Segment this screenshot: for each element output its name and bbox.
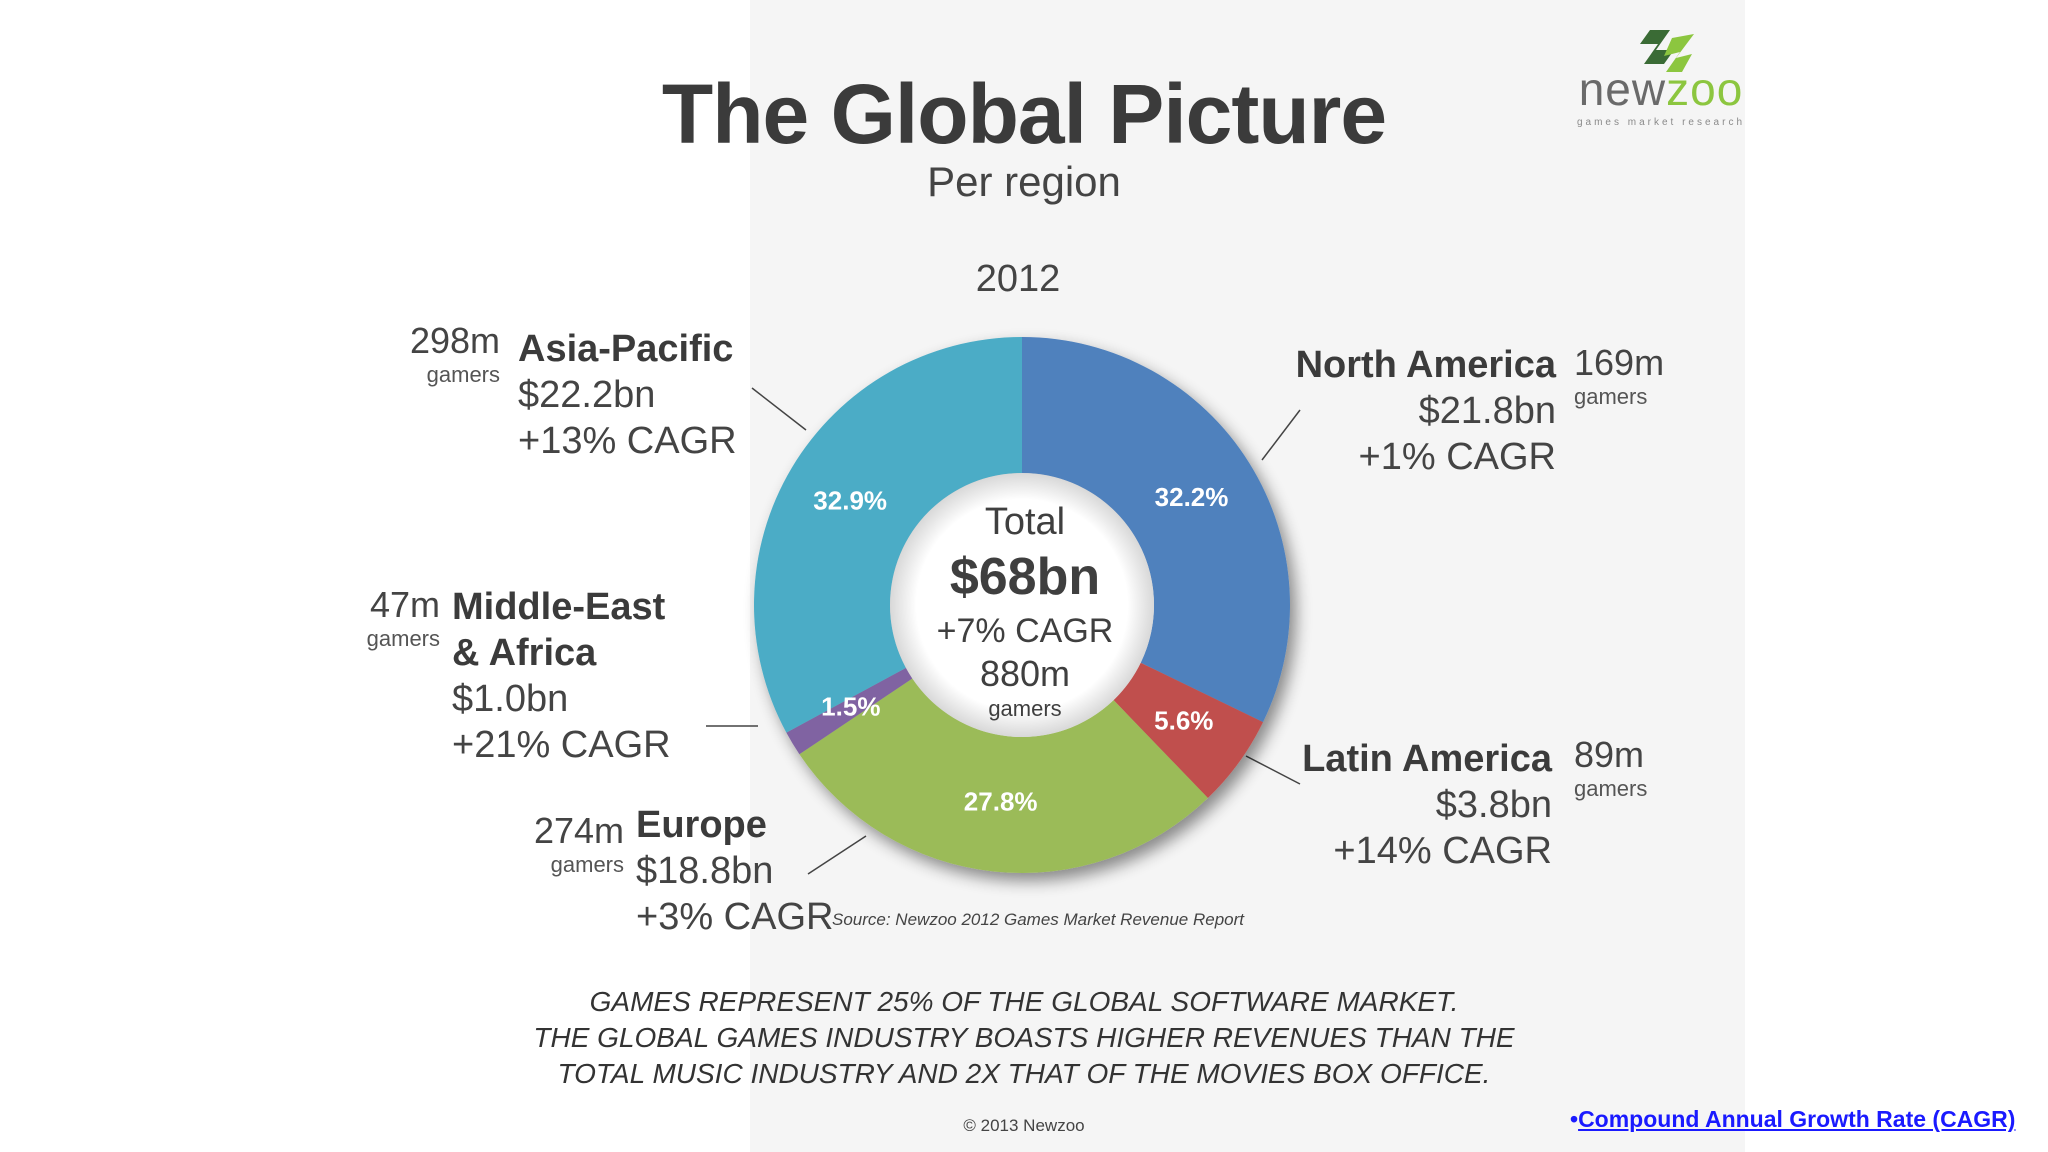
north-america-label: North America $21.8bn +1% CAGR [1100, 342, 1556, 480]
slice-label-north-america: 32.2% [1155, 482, 1229, 512]
statement-line-3: TOTAL MUSIC INDUSTRY AND 2X THAT OF THE … [557, 1058, 1491, 1089]
slice-label-europe: 27.8% [964, 787, 1038, 817]
europe-name: Europe [636, 804, 767, 846]
asia-pacific-gamers-block: 298m gamers [380, 320, 500, 388]
latin-america-gamers-block: 89m gamers [1574, 734, 1647, 802]
donut-hole [890, 473, 1154, 737]
asia-pacific-gamers-label: gamers [426, 362, 500, 387]
chart-year: 2012 [975, 258, 1061, 300]
mea-revenue: $1.0bn [452, 678, 569, 720]
asia-pacific-name: Asia-Pacific [518, 328, 734, 370]
copyright: © 2013 Newzoo [963, 1116, 1085, 1135]
slice-asia-pacific [754, 337, 1022, 733]
page-subtitle: Per region [927, 158, 1121, 205]
donut-center: Total $68bn +7% CAGR 880m gamers [880, 500, 1170, 722]
center-total-label: Total [984, 501, 1066, 543]
slice-north-america [1022, 337, 1290, 723]
latin-america-name: Latin America [1302, 738, 1552, 780]
latin-america-gamers-label: gamers [1574, 776, 1648, 801]
mea-gamers-label: gamers [366, 626, 440, 651]
center-gamers-label: gamers [988, 696, 1062, 721]
asia-pacific-cagr: +13% CAGR [518, 420, 737, 462]
source-note: Source: Newzoo 2012 Games Market Revenue… [832, 910, 1244, 929]
slice-latin-america [1113, 662, 1264, 799]
slice-label-asia-pacific: 32.9% [813, 486, 887, 516]
slice-middle-east-africa [786, 667, 913, 755]
north-america-gamers-label: gamers [1574, 384, 1648, 409]
page-title: The Global Picture [661, 67, 1387, 161]
asia-pacific-label: Asia-Pacific $22.2bn +13% CAGR [518, 326, 737, 464]
mea-cagr: +21% CAGR [452, 724, 671, 766]
north-america-cagr: +1% CAGR [1358, 436, 1556, 478]
latin-america-cagr: +14% CAGR [1333, 830, 1552, 872]
north-america-gamers-block: 169m gamers [1574, 342, 1664, 410]
slice-europe [799, 678, 1208, 873]
latin-america-revenue: $3.8bn [1435, 784, 1552, 826]
asia-pacific-revenue: $22.2bn [518, 374, 656, 416]
center-total-value: $68bn [949, 548, 1101, 606]
mea-label: Middle-East & Africa $1.0bn +21% CAGR [452, 584, 671, 768]
donut-chart: 32.2% 5.6% 27.8% 1.5% 32.9% [754, 337, 1290, 873]
north-america-revenue: $21.8bn [1418, 390, 1556, 432]
center-gamers: 880m [979, 653, 1071, 694]
footnote-bullet: • [1570, 1106, 1579, 1132]
latin-america-label: Latin America $3.8bn +14% CAGR [1100, 736, 1552, 874]
cagr-footnote-link[interactable]: Compound Annual Growth Rate (CAGR) [1578, 1106, 2016, 1132]
north-america-name: North America [1295, 344, 1556, 386]
europe-label: Europe $18.8bn +3% CAGR [636, 802, 833, 940]
cagr-footnote: •Compound Annual Growth Rate (CAGR) [1570, 1106, 2015, 1133]
newzoo-logo-icon [1640, 30, 1694, 72]
europe-cagr: +3% CAGR [636, 896, 834, 938]
mea-name-line1: Middle-East [452, 586, 666, 628]
newzoo-logo: newzoo [1578, 63, 1744, 115]
asia-pacific-gamers: 298m [409, 320, 500, 361]
slice-label-middle-east-africa: 1.5% [821, 691, 880, 721]
slice-label-latin-america: 5.6% [1154, 705, 1213, 735]
center-cagr: +7% CAGR [936, 612, 1114, 650]
mea-name-line2: & Africa [452, 632, 597, 674]
statement-line-1: GAMES REPRESENT 25% OF THE GLOBAL SOFTWA… [589, 986, 1459, 1017]
statement: GAMES REPRESENT 25% OF THE GLOBAL SOFTWA… [0, 984, 2048, 1092]
europe-gamers-block: 274m gamers [500, 810, 624, 878]
europe-gamers: 274m [533, 810, 624, 851]
europe-gamers-label: gamers [550, 852, 624, 877]
statement-line-2: THE GLOBAL GAMES INDUSTRY BOASTS HIGHER … [533, 1022, 1515, 1053]
mea-gamers: 47m [369, 584, 440, 625]
latin-america-gamers: 89m [1574, 734, 1645, 775]
europe-revenue: $18.8bn [636, 850, 774, 892]
mea-gamers-block: 47m gamers [340, 584, 440, 652]
logo-tagline: games market research [1576, 117, 1746, 128]
north-america-gamers: 169m [1574, 342, 1665, 383]
